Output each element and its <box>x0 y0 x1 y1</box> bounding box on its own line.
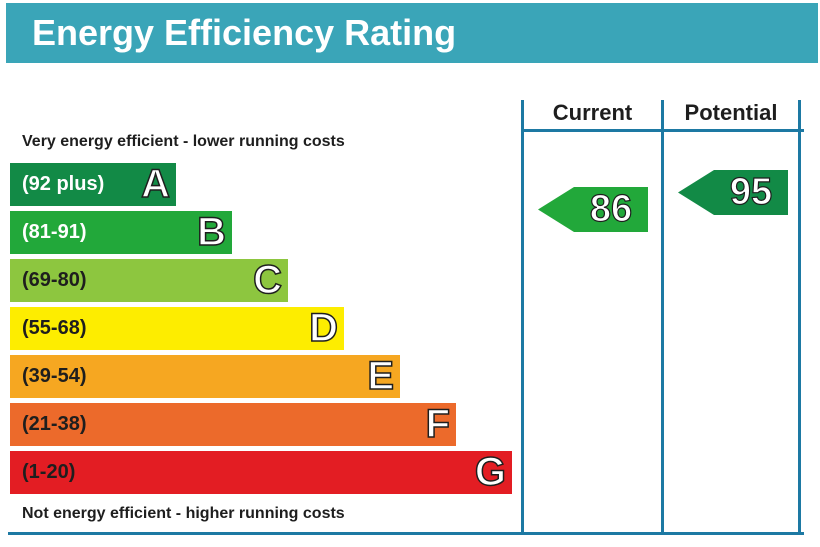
band-range-label: (21-38) <box>22 413 87 435</box>
caption-inefficient: Not energy efficient - higher running co… <box>22 505 345 522</box>
band-range-label: (81-91) <box>22 221 87 243</box>
rating-band-c: (69-80) C <box>10 258 288 303</box>
rating-band-e: (39-54) E <box>10 354 400 399</box>
band-letter: G <box>474 450 507 495</box>
band-letter: B <box>196 210 226 255</box>
column-divider-middle <box>661 100 664 533</box>
potential-rating-value: 95 <box>729 170 773 213</box>
band-range-label: (69-80) <box>22 269 87 291</box>
bottom-rule <box>8 532 804 535</box>
potential-rating-arrow: 95 <box>678 170 788 215</box>
band-range-label: (92 plus) <box>22 173 105 195</box>
column-header-potential: Potential <box>684 100 778 125</box>
band-range-label: (39-54) <box>22 365 87 387</box>
caption-efficient: Very energy efficient - lower running co… <box>22 133 345 150</box>
band-letter: D <box>308 306 338 351</box>
page-title: Energy Efficiency Rating <box>32 12 457 53</box>
current-rating-value: 86 <box>589 187 633 230</box>
rating-band-a: (92 plus) A <box>10 162 176 207</box>
rating-band-d: (55-68) D <box>10 306 344 351</box>
band-letter: A <box>140 162 170 207</box>
band-letter: F <box>425 402 451 447</box>
band-range-label: (55-68) <box>22 317 87 339</box>
rating-band-b: (81-91) B <box>10 210 232 255</box>
band-letter: C <box>252 258 282 303</box>
current-rating-arrow: 86 <box>538 187 648 232</box>
column-divider-right <box>798 100 801 533</box>
rating-band-f: (21-38) F <box>10 402 456 447</box>
band-letter: E <box>367 354 395 399</box>
column-divider-left <box>521 100 524 533</box>
rating-band-g: (1-20) G <box>10 450 512 495</box>
band-range-label: (1-20) <box>22 461 76 483</box>
header-rule <box>521 129 804 132</box>
header-bar: Energy Efficiency Rating <box>6 3 818 63</box>
column-header-current: Current <box>552 100 633 125</box>
